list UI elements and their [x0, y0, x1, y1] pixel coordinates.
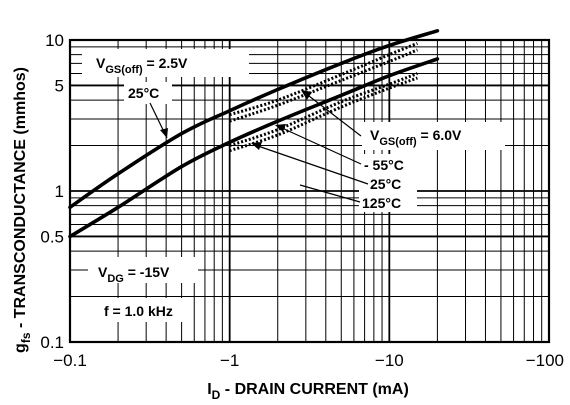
x-tick-labels: −0.1 −1 −10 −100: [53, 351, 564, 370]
series-line: [68, 57, 440, 239]
y-tick-label: 1: [55, 182, 64, 201]
annotation-frequency: f = 1.0 kHz: [98, 298, 190, 322]
series-line: [229, 76, 418, 153]
annotation-temperatures: - 55°C 25°C 125°C: [359, 154, 417, 212]
x-title-main: I: [207, 381, 211, 398]
x-title-sub: D: [212, 388, 221, 402]
y-title-rest: - TRANSCONDUCTANCE (mmhos): [12, 67, 29, 332]
series-line: [68, 29, 440, 210]
leader-vgs6: [308, 95, 362, 137]
vdg-v: V: [98, 264, 108, 280]
annotation-arrowheads: [160, 90, 312, 150]
series-line: [229, 42, 418, 117]
series-line: [229, 48, 418, 123]
vdg-sub: DG: [107, 273, 124, 285]
leader-minus-55c: [281, 127, 362, 165]
chart-curves: [68, 29, 440, 239]
y-tick-label: 0.5: [40, 227, 64, 246]
x-tick-label: −0.1: [53, 351, 87, 370]
y-tick-label: 10: [45, 31, 64, 50]
y-title-main: g: [12, 343, 29, 353]
svg-text:25°C: 25°C: [128, 85, 159, 101]
y-axis-title: gfs - TRANSCONDUCTANCE (mmhos): [12, 67, 33, 353]
svg-text:VGS(off) = 6.0V: VGS(off) = 6.0V: [370, 127, 462, 148]
y-tick-label: 0.1: [40, 333, 64, 352]
arrowhead-minus-55c: [275, 124, 286, 132]
x-tick-label: −10: [375, 351, 404, 370]
vgs2-sub: GS(off): [379, 136, 417, 148]
annotation-vgs-off-2-5v: VGS(off) = 2.5V: [82, 49, 249, 77]
arrowhead-vgs6: [301, 90, 312, 100]
vgs-v: V: [96, 55, 106, 71]
y-tick-label: 5: [55, 76, 64, 95]
label-25c: 25°C: [370, 176, 401, 192]
series-line: [229, 72, 418, 147]
vgs2-rest: = 6.0V: [417, 127, 462, 143]
annotation-25c-top: 25°C: [124, 82, 172, 104]
leader-125c: [299, 184, 361, 203]
y-tick-labels: 0.1 0.5 1 5 10: [40, 31, 64, 352]
arrowhead-25c-top: [160, 128, 168, 138]
x-tick-label: −100: [526, 351, 564, 370]
label-125c: 125°C: [362, 195, 401, 211]
vgs2-v: V: [370, 127, 380, 143]
vgs-rest: = 2.5V: [143, 55, 188, 71]
leader-25c: [257, 145, 369, 185]
annotation-vgs-off-6v: VGS(off) = 6.0V: [362, 122, 505, 150]
annotation-leader-lines: [149, 95, 369, 203]
svg-text:VDG = -15V: VDG = -15V: [98, 264, 170, 285]
svg-text:VGS(off) = 2.5V: VGS(off) = 2.5V: [96, 55, 188, 76]
svg-text:f = 1.0 kHz: f = 1.0 kHz: [104, 303, 173, 319]
arrowhead-25c: [251, 142, 262, 150]
label-minus-55c: - 55°C: [364, 157, 404, 173]
x-axis-title: ID - DRAIN CURRENT (mA): [207, 381, 409, 402]
y-title-sub: fs: [19, 332, 33, 343]
plot-frame: [68, 38, 551, 344]
vdg-rest: = -15V: [124, 264, 170, 280]
annotation-vdg: VDG = -15V: [88, 257, 198, 285]
x-title-rest: - DRAIN CURRENT (mA): [220, 381, 408, 398]
vgs-sub: GS(off): [105, 64, 143, 76]
x-tick-label: −1: [220, 351, 239, 370]
